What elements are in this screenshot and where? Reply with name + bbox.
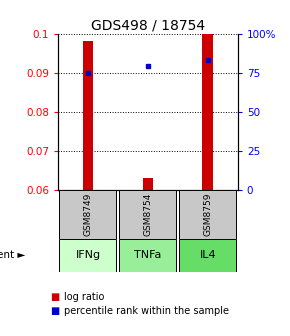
Bar [59,239,116,272]
Text: percentile rank within the sample: percentile rank within the sample [64,306,229,316]
Text: GSM8754: GSM8754 [143,193,153,236]
Bar [179,239,236,272]
Text: IFNg: IFNg [75,250,101,260]
Bar [119,190,176,239]
Bar [59,190,116,239]
Text: ■: ■ [50,306,60,316]
Bar [119,239,176,272]
Text: agent ►: agent ► [0,250,26,260]
Bar [142,178,153,190]
Text: TNFa: TNFa [134,250,162,260]
Bar [83,41,93,190]
Text: GSM8759: GSM8759 [203,193,212,236]
Text: ■: ■ [50,292,60,302]
Bar [179,190,236,239]
Bar [202,34,213,190]
Text: GSM8749: GSM8749 [84,193,93,236]
Title: GDS498 / 18754: GDS498 / 18754 [91,18,205,33]
Text: log ratio: log ratio [64,292,104,302]
Text: IL4: IL4 [200,250,216,260]
